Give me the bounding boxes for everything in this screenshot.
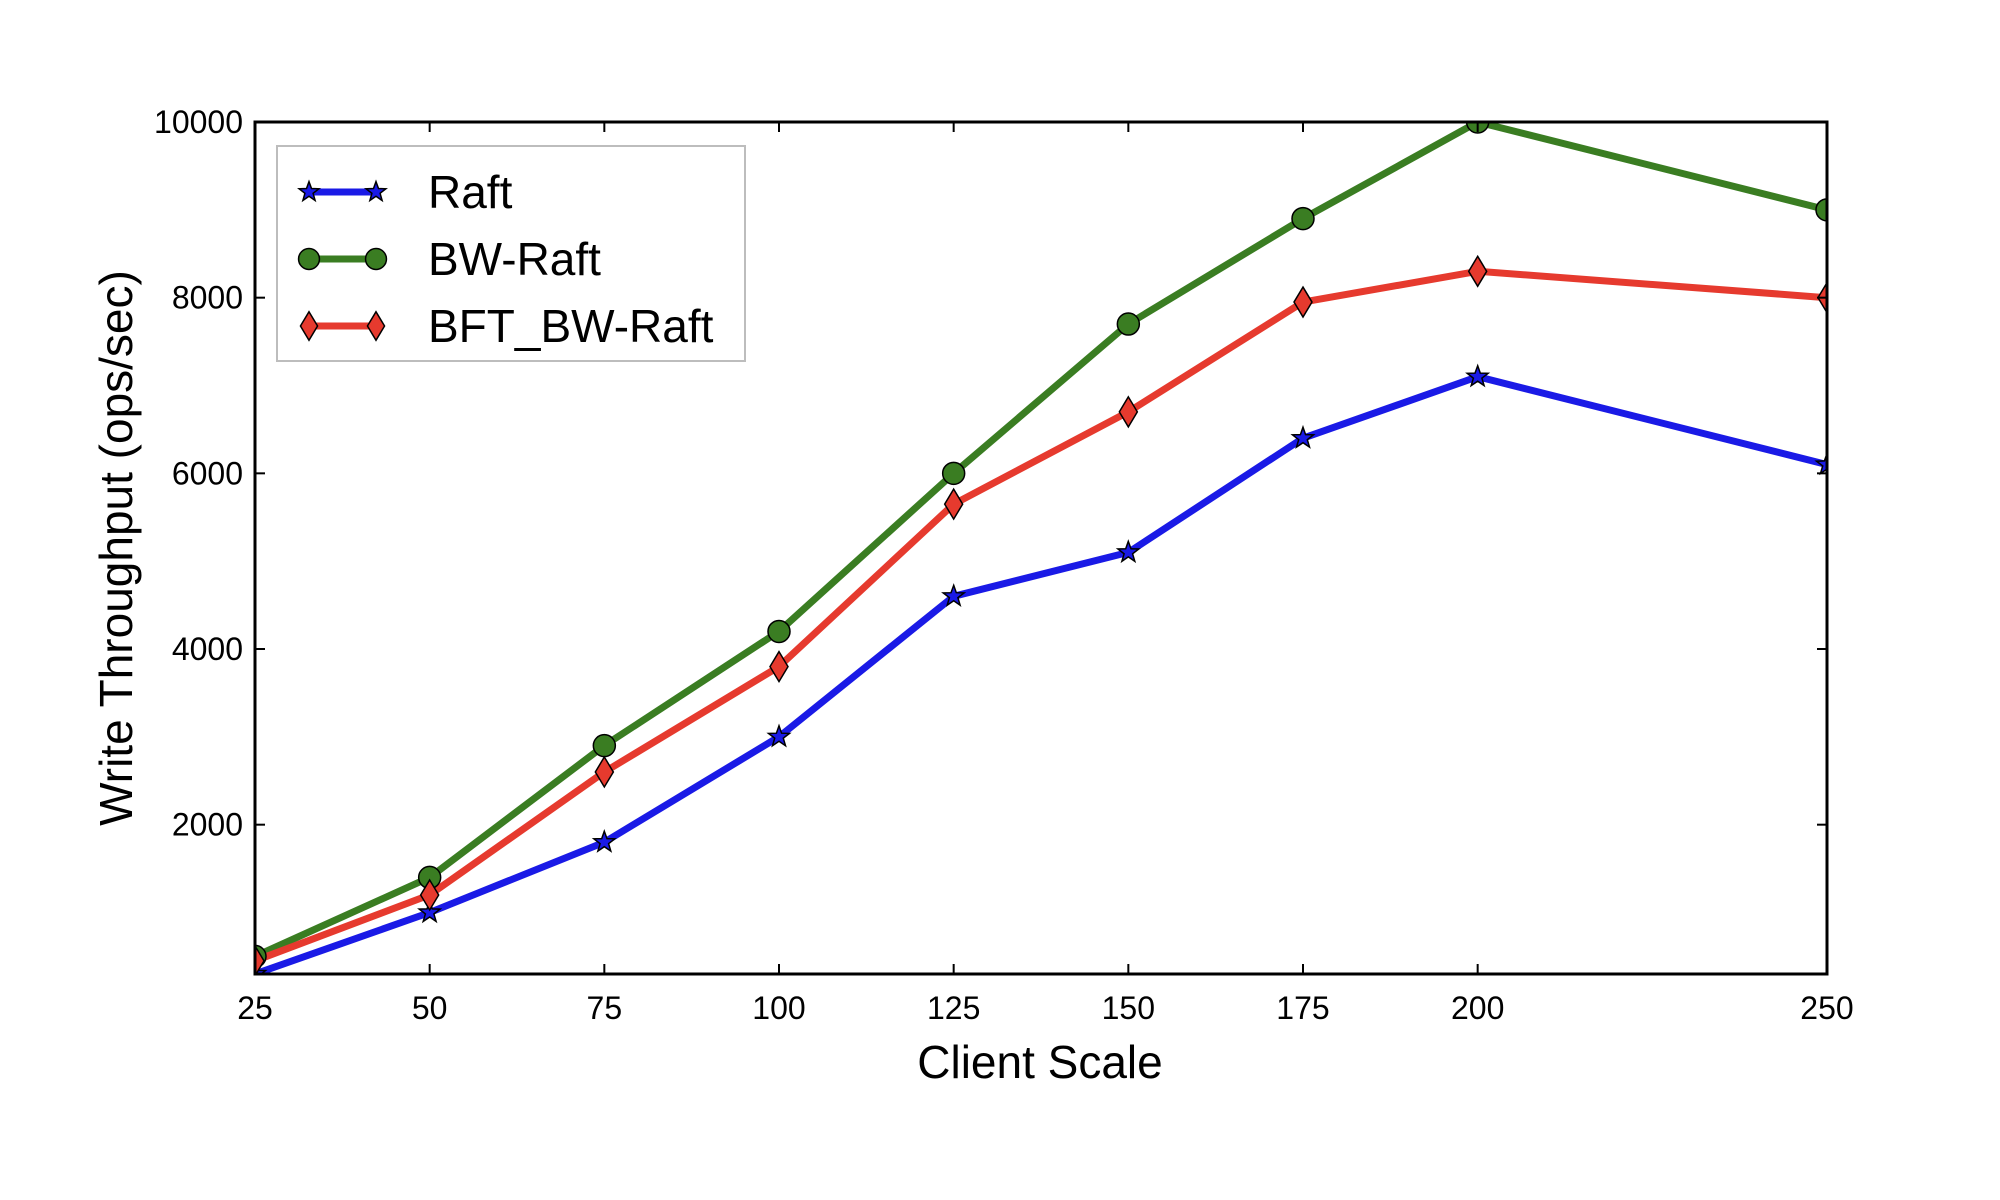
legend-label: BW-Raft — [428, 233, 601, 285]
data-point — [1814, 451, 1827, 476]
legend-label: Raft — [428, 166, 513, 218]
data-point — [1116, 312, 1141, 336]
data-point — [1115, 539, 1141, 564]
data-point — [1291, 206, 1315, 231]
x-tick-label: 25 — [237, 990, 273, 1026]
x-tick-label: 50 — [412, 990, 448, 1026]
data-point — [941, 461, 966, 486]
series-layer — [255, 122, 1827, 974]
data-point — [594, 755, 615, 789]
x-tick-label: 150 — [1102, 990, 1155, 1026]
data-point — [1293, 285, 1313, 319]
legend-marker — [366, 310, 386, 342]
data-point — [941, 583, 967, 608]
plot-area — [255, 122, 1827, 974]
x-tick-label: 100 — [752, 990, 805, 1026]
y-tick-label: 2000 — [172, 807, 243, 843]
x-tick-label: 175 — [1276, 990, 1329, 1026]
x-tick-label: 200 — [1451, 990, 1504, 1026]
data-point — [255, 944, 265, 974]
data-point — [767, 619, 791, 644]
data-point — [766, 723, 792, 748]
legend-marker — [297, 179, 321, 203]
data-point — [1465, 363, 1491, 388]
legend: Raft BW-Raft BFT_BW-Raft — [276, 145, 746, 362]
data-point — [419, 878, 440, 912]
legend-marker — [297, 247, 321, 271]
plot-frame — [253, 120, 1829, 976]
data-point — [592, 733, 617, 758]
legend-marker — [364, 247, 388, 271]
x-axis-title: Client Scale — [917, 1036, 1162, 1088]
y-tick-label: 4000 — [172, 631, 243, 667]
data-point — [1290, 424, 1316, 449]
y-tick-label: 8000 — [172, 280, 243, 316]
axis-layer: 25 50 75 100 125 150 175 200 250 2000 4000 6000 8000… — [154, 104, 1854, 1026]
series-line-2 — [255, 267, 1827, 965]
legend-marker — [364, 179, 388, 203]
data-point — [591, 828, 617, 853]
y-tick-label: 10000 — [154, 104, 243, 140]
data-point — [1815, 198, 1827, 222]
x-tick-label: 125 — [927, 990, 980, 1026]
data-point — [1118, 395, 1139, 429]
legend-label: BFT_BW-Raft — [428, 300, 714, 352]
y-axis-title: Write Throughput (ops/sec) — [90, 270, 142, 826]
data-point — [417, 899, 443, 924]
data-point — [943, 487, 964, 521]
data-point — [769, 650, 789, 684]
y-tick-label: 6000 — [172, 455, 243, 491]
data-point — [1467, 254, 1488, 288]
series-line-0 — [255, 373, 1827, 974]
x-tick-label: 75 — [587, 990, 623, 1026]
x-tick-label: 250 — [1800, 990, 1853, 1026]
legend-marker — [299, 310, 319, 342]
